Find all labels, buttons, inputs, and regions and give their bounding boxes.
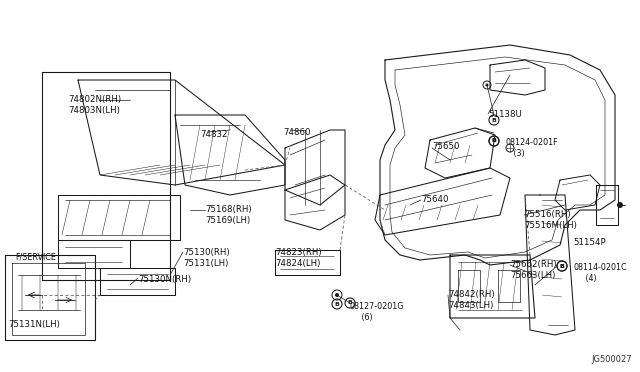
Text: 51138U: 51138U — [488, 110, 522, 119]
Circle shape — [335, 293, 339, 297]
Text: B: B — [559, 263, 564, 269]
Text: B: B — [348, 301, 353, 305]
Text: 74802N(RH)
74803N(LH): 74802N(RH) 74803N(LH) — [68, 95, 121, 115]
Text: 08127-0201G
     (6): 08127-0201G (6) — [349, 302, 403, 322]
Text: 75650: 75650 — [432, 142, 460, 151]
Text: 74832: 74832 — [200, 130, 227, 139]
Text: 51154P: 51154P — [573, 238, 605, 247]
Circle shape — [486, 83, 488, 87]
Text: 08114-0201C
     (4): 08114-0201C (4) — [573, 263, 627, 283]
Text: B: B — [492, 138, 497, 144]
Text: 74823(RH)
74824(LH): 74823(RH) 74824(LH) — [275, 248, 322, 268]
Text: 74842(RH)
74843(LH): 74842(RH) 74843(LH) — [448, 290, 495, 310]
Text: 74860: 74860 — [283, 128, 310, 137]
Text: 75516(RH)
75516M(LH): 75516(RH) 75516M(LH) — [524, 210, 577, 230]
Text: B: B — [492, 118, 497, 122]
Text: B: B — [335, 301, 339, 307]
Text: F/SERVICE: F/SERVICE — [15, 253, 56, 262]
Text: JG500027: JG500027 — [591, 355, 632, 364]
Text: 08124-0201F
   (3): 08124-0201F (3) — [506, 138, 559, 158]
Text: B: B — [492, 138, 497, 144]
Text: 75131N(LH): 75131N(LH) — [8, 320, 60, 329]
Text: B: B — [559, 263, 564, 269]
Text: 75130N(RH): 75130N(RH) — [138, 275, 191, 284]
Text: 75168(RH)
75169(LH): 75168(RH) 75169(LH) — [205, 205, 252, 225]
Text: 75130(RH)
75131(LH): 75130(RH) 75131(LH) — [183, 248, 230, 268]
Text: 75662(RH)
75663(LH): 75662(RH) 75663(LH) — [510, 260, 557, 280]
Circle shape — [617, 202, 623, 208]
Text: 75640: 75640 — [421, 195, 449, 204]
